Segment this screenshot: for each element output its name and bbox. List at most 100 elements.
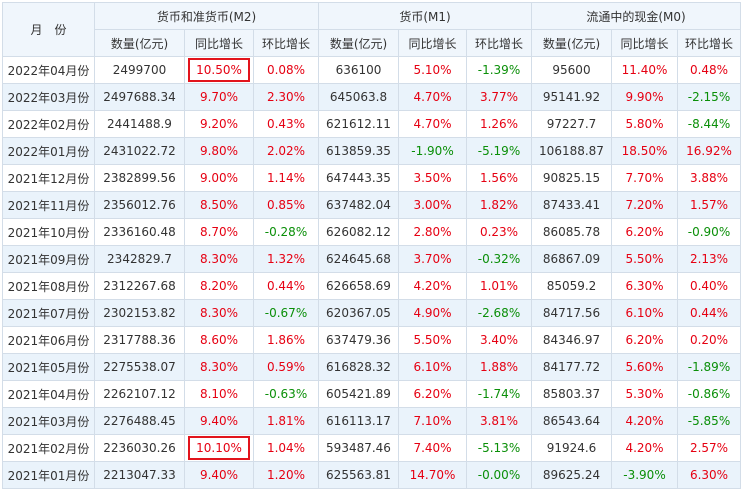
month-cell: 2021年01月份 [2,461,95,489]
m2-amount-cell: 2312267.68 [94,272,185,300]
header-month: 月 份 [2,2,95,57]
m0-mom-cell: 16.92% [677,137,741,165]
table-row: 2021年06月份 2317788.36 8.60% 1.86% 637479.36 5.… [2,326,741,354]
m0-amount-cell: 86867.09 [531,245,612,273]
m0-yoy-cell: 7.20% [611,191,678,219]
table-row: 2022年02月份 2441488.9 9.20% 0.43% 621612.11 4.7… [2,110,741,138]
table-row: 2021年10月份 2336160.48 8.70% -0.28% 626082.12 2… [2,218,741,246]
m1-amount-cell: 616828.32 [318,353,399,381]
m0-mom-cell: -1.89% [677,353,741,381]
month-cell: 2021年08月份 [2,272,95,300]
m1-yoy-cell: 7.10% [398,407,467,435]
table-row: 2021年09月份 2342829.7 8.30% 1.32% 624645.68 3.7… [2,245,741,273]
m1-amount-cell: 605421.89 [318,380,399,408]
m2-yoy-cell: 8.70% [184,218,254,246]
m1-yoy-cell: 6.20% [398,380,467,408]
m2-amount-cell: 2236030.26 [94,434,185,462]
month-cell: 2022年04月份 [2,56,95,84]
header-group-m1: 货币(M1) [318,2,532,30]
table-row: 2021年12月份 2382899.56 9.00% 1.14% 647443.35 3.… [2,164,741,192]
m0-amount-cell: 89625.24 [531,461,612,489]
m2-amount-cell: 2441488.9 [94,110,185,138]
m2-yoy-cell: 9.00% [184,164,254,192]
header-m2-mom: 环比增长 [253,29,319,57]
m2-mom-cell: 0.44% [253,272,319,300]
m2-mom-cell: 0.43% [253,110,319,138]
m2-amount-cell: 2336160.48 [94,218,185,246]
m2-yoy-cell: 8.30% [184,353,254,381]
m1-amount-cell: 613859.35 [318,137,399,165]
m0-mom-cell: 2.57% [677,434,741,462]
m0-mom-cell: 0.40% [677,272,741,300]
m2-yoy-cell: 9.40% [184,461,254,489]
m1-mom-cell: 1.56% [466,164,532,192]
m0-amount-cell: 85059.2 [531,272,612,300]
m2-amount-cell: 2213047.33 [94,461,185,489]
m0-amount-cell: 97227.7 [531,110,612,138]
m1-amount-cell: 626082.12 [318,218,399,246]
header-m1-amount: 数量(亿元) [318,29,399,57]
month-cell: 2021年09月份 [2,245,95,273]
m0-amount-cell: 84717.56 [531,299,612,327]
m1-yoy-cell: -1.90% [398,137,467,165]
m1-mom-cell: 3.40% [466,326,532,354]
header-m0-amount: 数量(亿元) [531,29,612,57]
m2-yoy-cell: 9.40% [184,407,254,435]
m2-yoy-cell: 8.30% [184,245,254,273]
table-header: 月 份 货币和准货币(M2) 货币(M1) 流通中的现金(M0) 数量(亿元) … [2,2,741,57]
m1-mom-cell: 3.81% [466,407,532,435]
m2-yoy-cell: 10.10% [184,434,254,462]
m1-mom-cell: -5.13% [466,434,532,462]
table-row: 2021年08月份 2312267.68 8.20% 0.44% 626658.69 4.… [2,272,741,300]
highlighted-value: 10.50% [196,63,242,77]
m0-mom-cell: -2.15% [677,83,741,111]
m1-amount-cell: 645063.8 [318,83,399,111]
m2-amount-cell: 2262107.12 [94,380,185,408]
m2-amount-cell: 2302153.82 [94,299,185,327]
m1-mom-cell: 1.26% [466,110,532,138]
m1-amount-cell: 620367.05 [318,299,399,327]
m2-yoy-cell: 8.60% [184,326,254,354]
m2-mom-cell: 0.59% [253,353,319,381]
highlight-box [188,58,250,82]
header-m2-yoy: 同比增长 [184,29,254,57]
month-cell: 2021年10月份 [2,218,95,246]
m1-amount-cell: 636100 [318,56,399,84]
m2-yoy-cell: 10.50% [184,56,254,84]
m2-amount-cell: 2497688.34 [94,83,185,111]
month-cell: 2021年07月份 [2,299,95,327]
m1-yoy-cell: 5.50% [398,326,467,354]
header-m1-mom: 环比增长 [466,29,532,57]
m0-amount-cell: 85803.37 [531,380,612,408]
header-group-m2: 货币和准货币(M2) [94,2,319,30]
m1-yoy-cell: 3.70% [398,245,467,273]
m1-mom-cell: -1.74% [466,380,532,408]
m1-amount-cell: 616113.17 [318,407,399,435]
month-cell: 2022年02月份 [2,110,95,138]
m2-mom-cell: 2.30% [253,83,319,111]
month-cell: 2021年06月份 [2,326,95,354]
m2-yoy-cell: 8.10% [184,380,254,408]
m0-mom-cell: 2.13% [677,245,741,273]
m2-amount-cell: 2499700 [94,56,185,84]
m0-yoy-cell: 7.70% [611,164,678,192]
m0-mom-cell: -0.86% [677,380,741,408]
m2-yoy-cell: 9.80% [184,137,254,165]
m0-mom-cell: 1.57% [677,191,741,219]
m0-amount-cell: 95600 [531,56,612,84]
m0-yoy-cell: 5.60% [611,353,678,381]
m2-mom-cell: 1.04% [253,434,319,462]
m1-yoy-cell: 4.70% [398,83,467,111]
m0-yoy-cell: 4.20% [611,407,678,435]
table-row: 2021年04月份 2262107.12 8.10% -0.63% 605421.89 6… [2,380,741,408]
m1-amount-cell: 647443.35 [318,164,399,192]
m1-mom-cell: -5.19% [466,137,532,165]
table-row: 2022年04月份 2499700 10.50% 0.08% 636100 5.10% -1… [2,56,741,84]
header-group-m0: 流通中的现金(M0) [531,2,741,30]
table-row: 2021年01月份 2213047.33 9.40% 1.20% 625563.81 14… [2,461,741,489]
m2-yoy-cell: 8.20% [184,272,254,300]
m2-yoy-cell: 9.70% [184,83,254,111]
m1-yoy-cell: 7.40% [398,434,467,462]
m2-amount-cell: 2276488.45 [94,407,185,435]
